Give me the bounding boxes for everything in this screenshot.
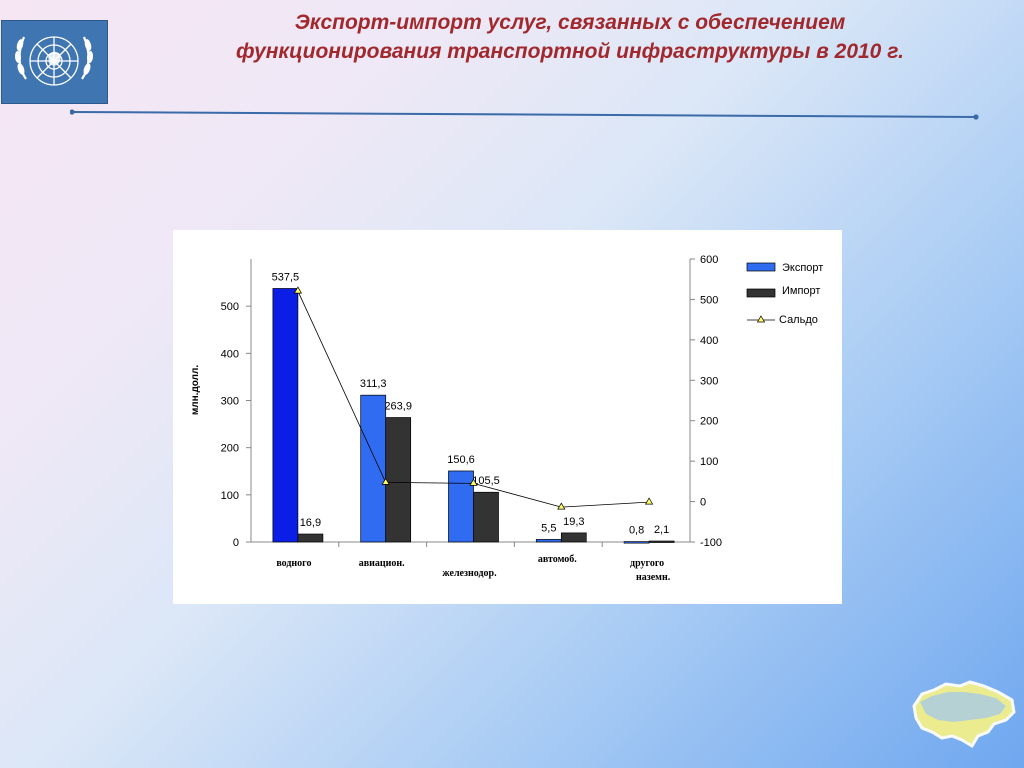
- legend: Экспорт Импорт Сальдо: [746, 262, 823, 326]
- data-label-import: 16,9: [300, 517, 321, 529]
- bar-export: [272, 288, 299, 543]
- saldo-point: [469, 478, 478, 486]
- x-tick-label: автомоб.: [538, 554, 577, 565]
- data-label-export: 537,5: [272, 271, 300, 283]
- data-label-export: 311,3: [360, 378, 387, 390]
- chart-panel: млн.долл. 0 100 200 300 400 500 -100 0 100 200 300…: [173, 230, 842, 604]
- export-import-chart: млн.долл. 0 100 200 300 400 500 -100 0 100 200 300…: [190, 254, 823, 583]
- legend-swatch-export: [746, 262, 776, 272]
- y-tick-label-right: 300: [700, 375, 718, 387]
- saldo-point: [557, 502, 566, 510]
- y-tick-label-left: 300: [221, 396, 239, 408]
- slide-title: Экспорт-импорт услуг, связанных с обеспе…: [120, 8, 1020, 66]
- y-tick-label-right: -100: [700, 537, 722, 549]
- y-tick-label-right: 400: [700, 335, 718, 347]
- y-tick-label-right: 100: [700, 456, 718, 468]
- bar-import: [473, 491, 499, 543]
- legend-item-export: Экспорт: [746, 262, 823, 274]
- bar-export: [535, 539, 562, 543]
- un-emblem-icon: [1, 20, 108, 104]
- y-tick-label-right: 500: [700, 294, 718, 306]
- y-tick-label-left: 400: [221, 348, 239, 360]
- y-tick-label-right: 0: [700, 497, 706, 509]
- data-label-import: 263,9: [384, 401, 412, 413]
- saldo-point: [381, 477, 390, 485]
- data-label-import: 2,1: [654, 524, 669, 536]
- y-tick-label-left: 200: [221, 443, 239, 455]
- data-label-export: 5,5: [541, 522, 556, 534]
- y-tick-label-left: 100: [221, 490, 239, 502]
- slide-title-line-1: Экспорт-импорт услуг, связанных с обеспе…: [294, 11, 846, 34]
- bar-import: [560, 532, 587, 543]
- data-label-import: 105,5: [472, 475, 500, 487]
- bar-export: [623, 541, 650, 544]
- x-tick-label: авиацион.: [359, 558, 405, 569]
- legend-swatch-import: [746, 288, 776, 298]
- saldo-point: [293, 286, 303, 294]
- legend-label-saldo: Сальдо: [779, 314, 818, 326]
- bar-import: [297, 533, 324, 543]
- x-tick-label: наземн.: [636, 572, 671, 583]
- bar-export: [448, 470, 474, 543]
- bar-export: [360, 394, 387, 543]
- x-tick-label: железнодор.: [442, 568, 497, 579]
- data-label-export: 150,6: [447, 454, 475, 466]
- y-tick-label-right: 600: [700, 254, 718, 266]
- x-tick-label: водного: [276, 558, 311, 569]
- y-tick-label-right: 200: [700, 416, 718, 428]
- legend-label-import: Импорт: [782, 285, 820, 297]
- legend-marker-saldo: [756, 315, 766, 323]
- bar-import: [648, 540, 675, 543]
- bar-import: [385, 417, 412, 543]
- legend-label-export: Экспорт: [782, 262, 823, 274]
- x-tick-label: другого: [630, 558, 664, 569]
- title-divider: [70, 109, 979, 120]
- legend-item-saldo: Сальдо: [747, 314, 818, 326]
- y-tick-label-left: 500: [221, 301, 239, 313]
- ukraine-map-icon: [912, 680, 1016, 749]
- y-tick-label-left: 0: [233, 537, 239, 549]
- legend-item-import: Импорт: [746, 285, 820, 298]
- data-label-import: 19,3: [563, 516, 584, 528]
- y-axis-title: млн.долл.: [190, 365, 201, 415]
- data-label-export: 0,8: [629, 525, 644, 537]
- saldo-point: [644, 497, 654, 505]
- slide-title-line-2: функционирования транспортной инфраструк…: [236, 40, 904, 63]
